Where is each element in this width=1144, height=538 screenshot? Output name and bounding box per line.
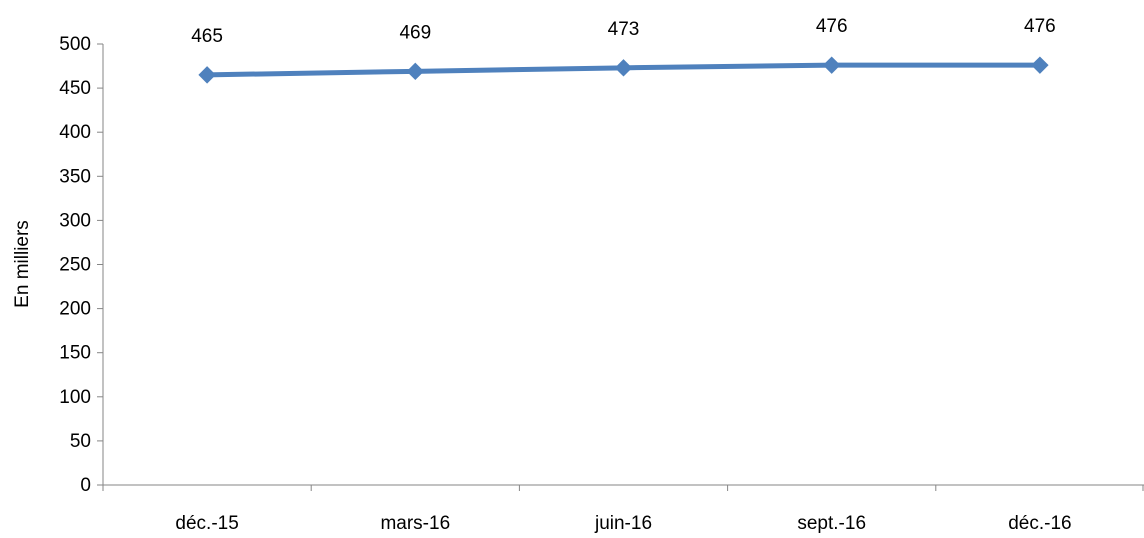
series [198,56,1049,84]
y-axis-label: En milliers [12,220,33,308]
x-tick-label: juin-16 [594,513,652,533]
x-tick-label: déc.-15 [175,513,238,533]
data-label: 473 [608,19,640,40]
data-point-marker [406,62,425,81]
x-tick-label: mars-16 [380,513,450,533]
y-tick-label: 250 [59,255,91,276]
x-tick-label: déc.-16 [1008,513,1071,533]
x-axis-ticks: déc.-15 mars-16 juin-16 sept.-16 déc.-16 [102,485,1144,534]
data-point-marker [198,66,216,84]
y-tick-label: 50 [70,431,91,452]
y-tick-label: 300 [59,210,91,231]
data-labels: 465 469 473 476 476 [191,16,1056,47]
data-label: 476 [816,16,848,37]
y-axis-ticks: 0 50 100 150 200 250 300 350 400 450 500 [59,34,103,496]
y-tick-label: 150 [59,343,91,364]
y-tick-label: 350 [59,166,91,187]
axes [102,44,1144,486]
y-tick-label: 400 [59,122,91,143]
y-tick-label: 100 [59,387,91,408]
y-tick-label: 450 [59,78,91,99]
data-label: 476 [1024,16,1056,37]
y-tick-label: 0 [80,475,91,496]
x-tick-label: sept.-16 [797,513,866,533]
data-label: 469 [399,22,431,43]
y-tick-label: 200 [59,299,91,320]
data-label: 465 [191,26,223,47]
data-point-marker [614,59,633,77]
y-tick-label: 500 [59,34,91,55]
data-point-marker [822,56,841,74]
data-point-marker [1031,56,1049,74]
